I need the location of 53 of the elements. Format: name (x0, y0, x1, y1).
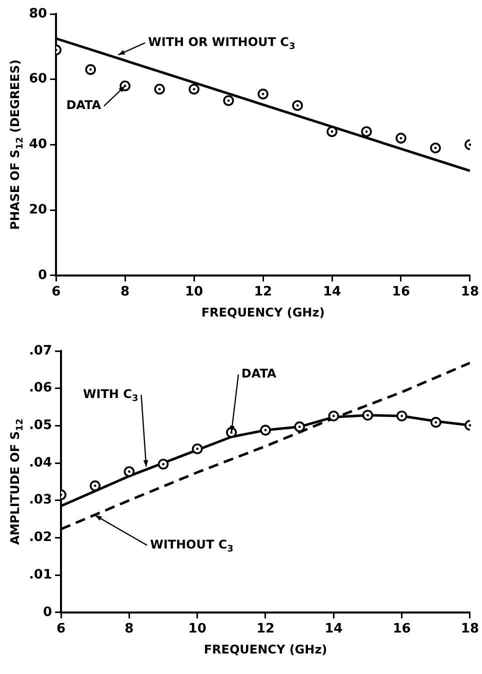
x-tick-label: 18 (460, 284, 479, 300)
point (362, 410, 374, 421)
point (223, 95, 234, 106)
y-axis-title: AMPLITUDE OF S12 (8, 418, 26, 545)
x-tick-label: 18 (460, 622, 479, 637)
x-tick-label: 8 (124, 622, 134, 637)
y-tick-label: 40 (28, 137, 48, 152)
y-tick-label: .02 (29, 530, 52, 546)
y-tick-label: 60 (28, 72, 48, 87)
x-tick-label: 10 (188, 622, 206, 637)
x-tick-label: 16 (392, 284, 410, 300)
point (396, 410, 408, 422)
point (158, 458, 169, 470)
point (85, 64, 96, 75)
point (90, 480, 101, 492)
y-tick-label: .07 (29, 343, 52, 358)
y-tick-label: .05 (29, 418, 52, 434)
point (260, 424, 271, 436)
point (430, 142, 441, 154)
y-tick-label: .06 (29, 380, 52, 396)
y-axis-title: PHASE OF S12 (DEGREES) (8, 60, 26, 230)
x-tick-label: 6 (56, 622, 66, 637)
y-tick-label: 0 (38, 268, 48, 283)
point (396, 132, 406, 144)
annotation: DATA (66, 98, 102, 112)
y-tick-label: 0 (42, 604, 52, 620)
y-tick-label: 20 (28, 202, 48, 218)
x-tick-label: 14 (322, 284, 342, 300)
point (361, 126, 372, 138)
point (326, 126, 338, 138)
x-tick-label: 6 (52, 284, 61, 300)
point (124, 466, 135, 478)
annotation: DATA (241, 366, 277, 381)
point (294, 421, 305, 432)
y-tick-label: .03 (29, 492, 52, 508)
point (258, 88, 268, 100)
point (328, 410, 340, 422)
point (188, 84, 200, 95)
y-tick-label: 80 (28, 6, 48, 22)
x-tick-label: 16 (392, 622, 411, 637)
point (192, 443, 203, 454)
point (154, 84, 165, 95)
x-tick-label: 10 (185, 284, 204, 300)
y-tick-label: .04 (29, 455, 52, 470)
x-tick-label: 12 (256, 622, 275, 637)
x-tick-label: 8 (120, 284, 130, 300)
x-tick-label: 14 (324, 622, 343, 637)
y-tick-label: .01 (29, 567, 52, 582)
x-axis-title: FREQUENCY (GHz) (204, 642, 328, 657)
point (292, 100, 303, 111)
x-tick-label: 12 (254, 284, 272, 300)
x-axis-title: FREQUENCY (GHz) (201, 306, 325, 320)
point (430, 416, 442, 428)
